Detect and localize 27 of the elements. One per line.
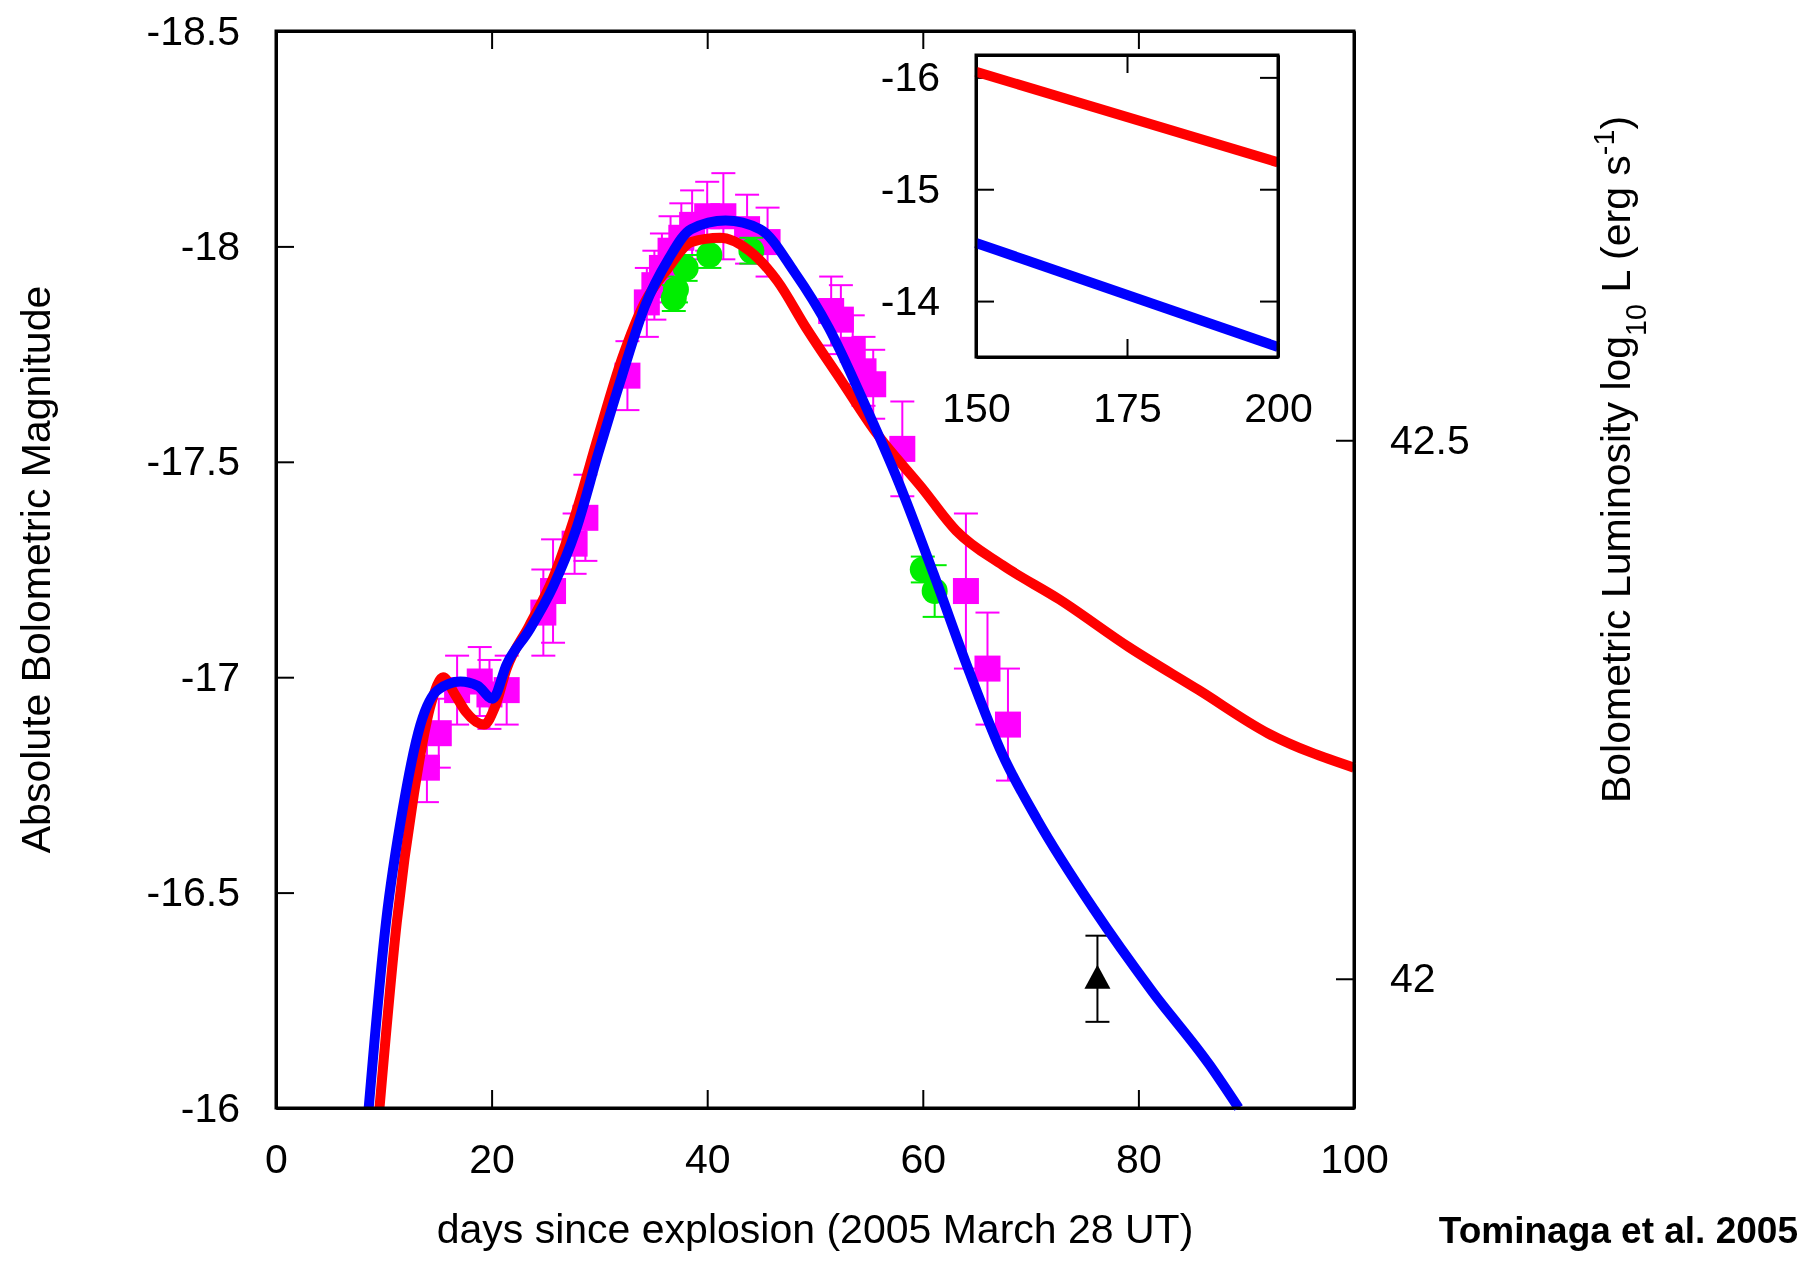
point xyxy=(974,655,1001,682)
y-tick-label: -18 xyxy=(180,223,240,270)
x-tick-label: 0 xyxy=(265,1136,288,1183)
y-tick-label: -18.5 xyxy=(146,7,240,54)
y2-tick-label: 42 xyxy=(1390,955,1436,1002)
y-tick-label: -16 xyxy=(880,53,940,100)
x-axis-title: days since explosion (2005 March 28 UT) xyxy=(436,1206,1194,1252)
y-tick-label: -14 xyxy=(880,277,940,324)
x-tick-label: 20 xyxy=(469,1136,515,1183)
x-tick-label: 100 xyxy=(1320,1136,1389,1183)
x-tick-label: 60 xyxy=(900,1136,947,1183)
y-tick-label: -16 xyxy=(180,1084,240,1131)
y-tick-label: -15 xyxy=(880,165,940,212)
point xyxy=(952,578,979,605)
y2-tick-label: 42.5 xyxy=(1390,416,1470,463)
y-axis-title: Absolute Bolometric Magnitude xyxy=(13,285,59,854)
x-tick-label: 200 xyxy=(1244,385,1313,432)
text: Tominaga et al. 2005 xyxy=(1438,1210,1798,1251)
y-tick-label: -17 xyxy=(180,653,240,700)
y-tick-label: -16.5 xyxy=(146,869,240,916)
point xyxy=(860,371,887,398)
x-tick-label: 40 xyxy=(684,1136,731,1183)
point xyxy=(994,711,1021,738)
y-tick-label: -17.5 xyxy=(146,438,240,485)
x-tick-label: 175 xyxy=(1093,385,1162,432)
x-tick-label: 80 xyxy=(1116,1136,1162,1183)
x-tick-label: 150 xyxy=(942,385,1011,432)
